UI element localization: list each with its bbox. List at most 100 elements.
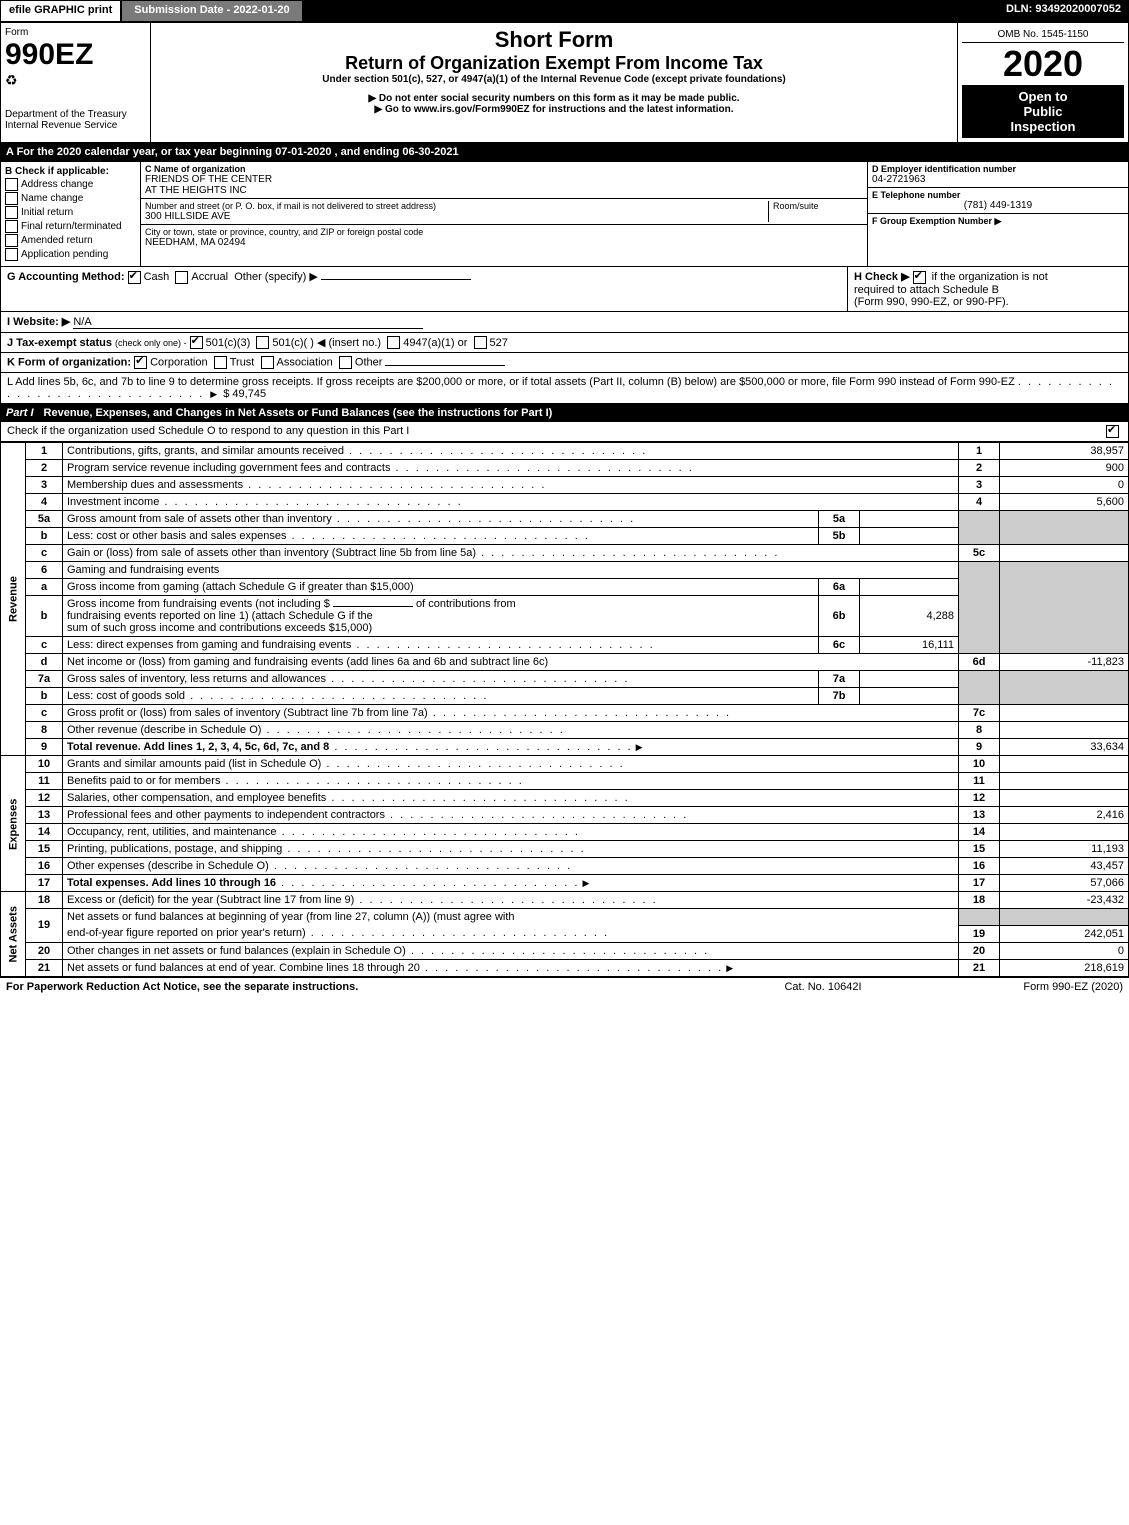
expenses-side-label: Expenses	[1, 756, 26, 892]
l18-amt: -23,432	[1000, 892, 1129, 909]
phone-value: (781) 449-1319	[872, 200, 1124, 211]
address-change-check[interactable]: Address change	[5, 178, 136, 191]
open-to-public: Open to Public Inspection	[962, 85, 1124, 138]
part-1-title: Revenue, Expenses, and Changes in Net As…	[44, 407, 1123, 419]
l13-ref: 13	[959, 807, 1000, 824]
part-1-label: Part I	[6, 407, 44, 419]
amended-return-check[interactable]: Amended return	[5, 234, 136, 247]
goto-link[interactable]: ▶ Go to www.irs.gov/Form990EZ for instru…	[155, 104, 953, 115]
line-6d: d Net income or (loss) from gaming and f…	[1, 654, 1129, 671]
l18-ref: 18	[959, 892, 1000, 909]
j-501c-check[interactable]	[256, 336, 269, 349]
l6d-ref: 6d	[959, 654, 1000, 671]
dots	[321, 758, 624, 770]
l6b-desc2: of contributions from	[416, 598, 516, 610]
l6c-sub: 6c	[819, 637, 860, 654]
k-other-check[interactable]	[339, 356, 352, 369]
box-c: C Name of organization FRIENDS OF THE CE…	[141, 162, 868, 266]
k-assoc-check[interactable]	[261, 356, 274, 369]
k-other-input[interactable]	[385, 365, 505, 366]
accrual-check[interactable]	[175, 271, 188, 284]
l3-amt: 0	[1000, 477, 1129, 494]
l13-num: 13	[26, 807, 63, 824]
l10-ref: 10	[959, 756, 1000, 773]
ein-row: D Employer identification number 04-2721…	[868, 162, 1128, 188]
tax-period: A For the 2020 calendar year, or tax yea…	[0, 143, 1129, 161]
l20-desc: Other changes in net assets or fund bala…	[67, 945, 406, 957]
l21-amt: 218,619	[1000, 959, 1129, 976]
i-label: I Website: ▶	[7, 316, 70, 328]
department: Department of the Treasury	[5, 109, 146, 120]
l5b-num: b	[26, 528, 63, 545]
line-3: 3 Membership dues and assessments 3 0	[1, 477, 1129, 494]
top-bar: efile GRAPHIC print Submission Date - 20…	[0, 0, 1129, 22]
j-4947-check[interactable]	[387, 336, 400, 349]
header-subtitle: Under section 501(c), 527, or 4947(a)(1)…	[155, 74, 953, 85]
dots	[306, 927, 609, 939]
open-line1: Open to	[1018, 89, 1067, 104]
l16-amt: 43,457	[1000, 858, 1129, 875]
l5a-subamt	[860, 511, 959, 528]
l5b-desc: Less: cost or other basis and sales expe…	[67, 530, 287, 542]
h-label: H Check ▶	[854, 271, 910, 283]
ein-value: 04-2721963	[872, 174, 1124, 185]
h-check[interactable]	[913, 271, 926, 284]
l5c-num: c	[26, 545, 63, 562]
j-label: J Tax-exempt status	[7, 337, 112, 349]
application-pending-check[interactable]: Application pending	[5, 248, 136, 261]
dots	[385, 809, 688, 821]
city-row: City or town, state or province, country…	[141, 225, 867, 250]
dots	[243, 479, 546, 491]
other-input[interactable]	[321, 279, 471, 280]
cash-check[interactable]	[128, 271, 141, 284]
line-19b: end-of-year figure reported on prior yea…	[1, 925, 1129, 942]
l5a-sub: 5a	[819, 511, 860, 528]
l6a-num: a	[26, 579, 63, 596]
k-corp-check[interactable]	[134, 356, 147, 369]
irs: Internal Revenue Service	[5, 120, 146, 131]
l16-ref: 16	[959, 858, 1000, 875]
form-header: Form 990EZ ♻ Department of the Treasury …	[0, 22, 1129, 143]
initial-return-check[interactable]: Initial return	[5, 206, 136, 219]
j-501c3-check[interactable]	[190, 336, 203, 349]
name-change-check[interactable]: Name change	[5, 192, 136, 205]
l-amount: $ 49,745	[223, 388, 266, 400]
line-5c: c Gain or (loss) from sale of assets oth…	[1, 545, 1129, 562]
dots	[277, 826, 580, 838]
dots	[282, 843, 585, 855]
l14-amt	[1000, 824, 1129, 841]
group-exemption-row: F Group Exemption Number ▶	[868, 214, 1128, 229]
l6d-desc: Net income or (loss) from gaming and fun…	[63, 654, 959, 671]
l17-ref: 17	[959, 875, 1000, 892]
l6b-desc1: Gross income from fundraising events (no…	[67, 598, 330, 610]
part-1-header: Part I Revenue, Expenses, and Changes in…	[0, 404, 1129, 422]
dots	[287, 530, 590, 542]
l16-num: 16	[26, 858, 63, 875]
addr-label: Number and street (or P. O. box, if mail…	[145, 201, 768, 211]
efile-print[interactable]: efile GRAPHIC print	[0, 0, 121, 22]
l6-num: 6	[26, 562, 63, 579]
l9-ref: 9	[959, 739, 1000, 756]
l6a-subamt	[860, 579, 959, 596]
l2-desc: Program service revenue including govern…	[67, 462, 390, 474]
final-return-check[interactable]: Final return/terminated	[5, 220, 136, 233]
part-1-table: Revenue 1 Contributions, gifts, grants, …	[0, 442, 1129, 977]
line-7c: c Gross profit or (loss) from sales of i…	[1, 705, 1129, 722]
shaded	[1000, 562, 1129, 654]
room-label: Room/suite	[773, 201, 863, 211]
l13-desc: Professional fees and other payments to …	[67, 809, 385, 821]
line-h: H Check ▶ if the organization is not req…	[848, 267, 1128, 311]
line-1: Revenue 1 Contributions, gifts, grants, …	[1, 443, 1129, 460]
line-16: 16 Other expenses (describe in Schedule …	[1, 858, 1129, 875]
k-trust-check[interactable]	[214, 356, 227, 369]
line-j: J Tax-exempt status (check only one) - 5…	[0, 333, 1129, 354]
shaded	[959, 671, 1000, 705]
j-527-check[interactable]	[474, 336, 487, 349]
form-number: 990EZ	[5, 38, 146, 72]
l6-desc: Gaming and fundraising events	[63, 562, 959, 579]
schedule-o-check[interactable]	[1106, 425, 1119, 438]
l3-ref: 3	[959, 477, 1000, 494]
line-20: 20 Other changes in net assets or fund b…	[1, 942, 1129, 959]
l19-amt: 242,051	[1000, 925, 1129, 942]
l6b-blank[interactable]	[333, 606, 413, 607]
